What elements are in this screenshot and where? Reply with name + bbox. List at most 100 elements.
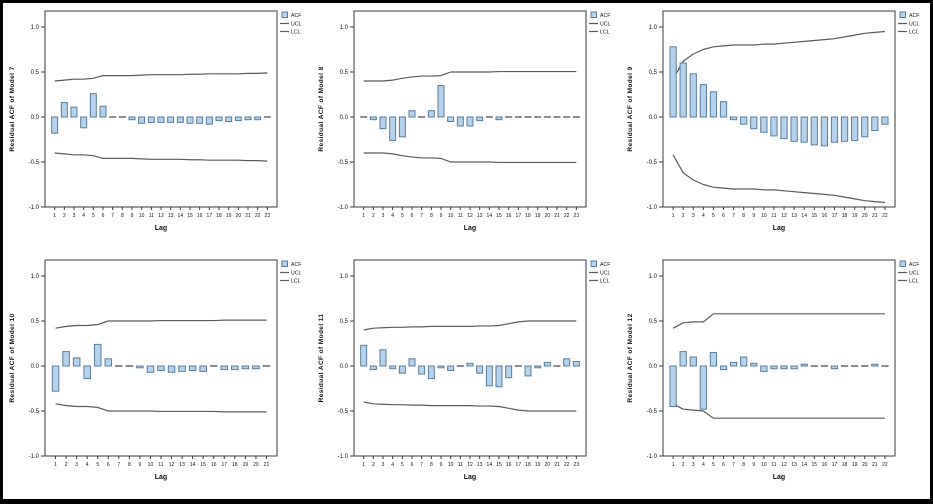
acf-bar <box>881 116 889 125</box>
acf-bar <box>871 363 879 367</box>
x-tick-label: 16 <box>506 213 512 219</box>
acf-zero-dash <box>524 116 532 118</box>
acf-bar <box>563 358 571 367</box>
x-tick-label: 8 <box>430 213 433 219</box>
acf-bar <box>669 46 677 118</box>
legend-ucl-label: UCL <box>909 271 919 277</box>
x-tick-label: 22 <box>564 462 570 468</box>
x-tick-label: 19 <box>852 462 858 468</box>
acf-bar <box>408 110 416 118</box>
acf-zero-dash <box>840 365 849 367</box>
acf-bar <box>770 365 778 370</box>
acf-bar <box>89 93 97 118</box>
y-axis-title: Residual ACF of Model 8 <box>318 66 325 151</box>
legend: ACF UCL LCL <box>280 11 301 36</box>
x-tick-label: 3 <box>75 462 78 468</box>
acf-bar <box>205 116 213 125</box>
x-tick-label: 22 <box>882 462 888 468</box>
x-tick-label: 1 <box>672 213 675 219</box>
x-tick-label: 11 <box>158 462 163 468</box>
y-tick-label: -0.5 <box>647 160 658 166</box>
y-tick-label: 0.0 <box>31 115 40 121</box>
x-tick-label: 5 <box>401 462 404 468</box>
x-tick-label: 9 <box>139 462 142 468</box>
ucl-line <box>54 72 268 82</box>
x-tick-label: 12 <box>169 462 175 468</box>
y-tick-label: 0.5 <box>31 319 40 325</box>
x-tick-label: 16 <box>506 462 512 468</box>
x-tick-label: 9 <box>440 462 443 468</box>
y-tick-label: 0.0 <box>340 364 349 370</box>
acf-bar <box>780 116 788 140</box>
lcl-line <box>55 403 267 413</box>
x-tick-label: 21 <box>554 213 560 219</box>
x-tick-label: 4 <box>702 213 705 219</box>
acf-bar <box>398 116 406 138</box>
x-tick-label: 4 <box>391 213 394 219</box>
acf-bar <box>800 116 808 143</box>
x-tick-label: 10 <box>448 213 454 219</box>
y-tick-label: 0.0 <box>31 364 40 370</box>
x-tick-label: 3 <box>692 213 695 219</box>
x-tick-label: 15 <box>496 462 502 468</box>
y-tick-label: 1.0 <box>649 274 658 280</box>
y-tick-label: 0.5 <box>31 70 40 76</box>
acf-bar <box>379 349 387 367</box>
x-tick-label: 19 <box>535 462 541 468</box>
acf-bar <box>167 365 176 373</box>
y-tick-label: 1.0 <box>31 274 40 280</box>
y-tick-label: -0.5 <box>338 160 349 166</box>
y-axis-title: Residual ACF of Model 12 <box>627 313 634 402</box>
acf-bar <box>186 116 194 124</box>
x-tick-label: 10 <box>139 213 145 219</box>
x-tick-label: 1 <box>362 462 365 468</box>
y-tick-label: 1.0 <box>649 25 658 31</box>
acf-bar <box>427 110 435 118</box>
x-tick-label: 20 <box>545 213 551 219</box>
acf-bar <box>719 365 728 371</box>
plot-frame <box>353 259 587 457</box>
acf-zero-dash <box>115 365 123 367</box>
acf-bar <box>51 365 60 392</box>
acf-bar <box>830 116 839 143</box>
acf-bar <box>128 116 136 121</box>
x-tick-label: 7 <box>420 462 423 468</box>
y-tick-label: -0.5 <box>29 160 40 166</box>
x-tick-label: 3 <box>382 462 385 468</box>
x-tick-label: 21 <box>554 462 560 468</box>
acf-chart-svg: 1.00.50.0-0.5-1.01 2 3 4 5 6 7 8 9 10 11 12 13 14 15 16… <box>9 259 301 481</box>
y-tick-label: 0.5 <box>340 319 349 325</box>
plot-frame <box>662 259 896 457</box>
acf-bar <box>456 116 464 127</box>
acf-bar <box>495 116 503 121</box>
y-tick-label: 0.5 <box>340 70 349 76</box>
x-tick-label: 8 <box>128 462 131 468</box>
y-tick-label: -0.5 <box>29 409 40 415</box>
x-tick-label: 15 <box>200 462 206 468</box>
x-tick-label: 13 <box>179 462 185 468</box>
ucl-line <box>363 320 577 331</box>
x-tick-label: 11 <box>458 213 463 219</box>
legend: ACF UCL LCL <box>280 260 301 285</box>
acf-bar <box>60 102 68 118</box>
legend-lcl-label: LCL <box>600 279 610 285</box>
acf-bar <box>167 116 175 123</box>
acf-bar <box>760 365 768 372</box>
y-tick-label: -1.0 <box>647 454 658 460</box>
x-tick-label: 6 <box>411 213 414 219</box>
x-tick-label: 19 <box>243 462 249 468</box>
legend-lcl-label: LCL <box>291 30 301 36</box>
acf-zero-dash <box>125 365 134 367</box>
acf-bar <box>669 365 677 407</box>
acf-bar <box>679 62 687 118</box>
legend-acf-swatch <box>281 260 288 267</box>
ucl-line <box>363 70 577 82</box>
acf-bar <box>534 365 542 369</box>
acf-bar <box>244 116 252 121</box>
x-tick-label: 21 <box>872 213 878 219</box>
acf-bar <box>689 356 697 367</box>
acf-bar <box>760 116 768 133</box>
x-tick-label: 4 <box>86 462 89 468</box>
x-tick-label: 23 <box>574 213 580 219</box>
legend-ucl-label: UCL <box>291 271 301 277</box>
